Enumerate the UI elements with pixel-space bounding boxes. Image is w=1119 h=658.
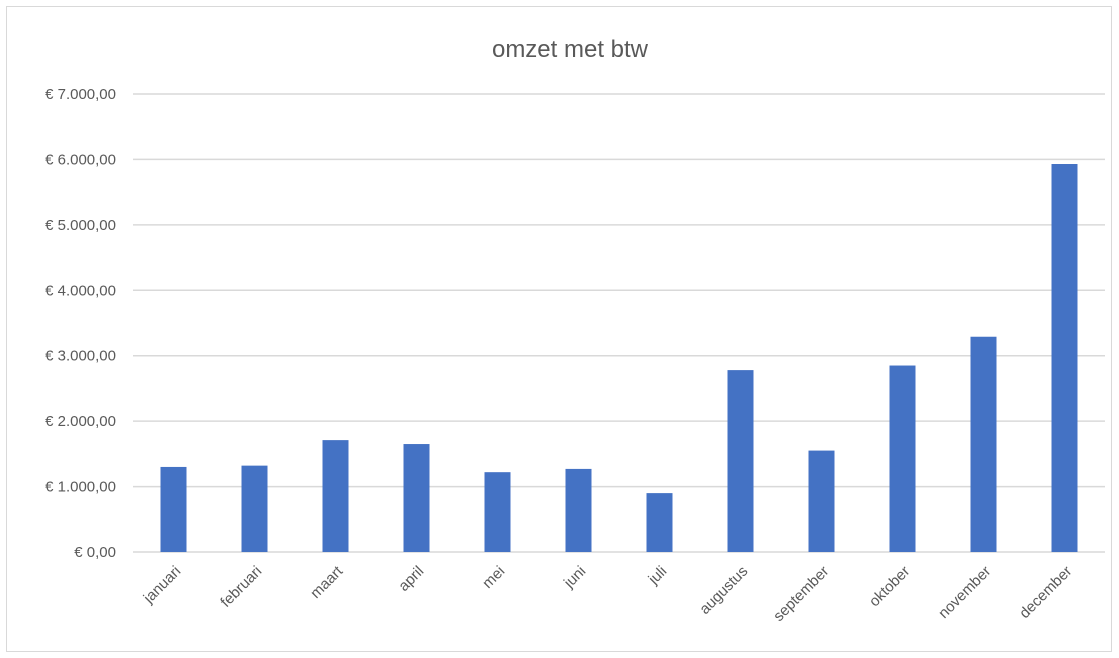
y-tick-label: € 2.000,00 — [45, 413, 116, 430]
bar-september — [808, 450, 835, 552]
y-tick-label: € 3.000,00 — [45, 348, 116, 365]
x-tick-label-april: april — [395, 563, 427, 595]
bar-januari — [160, 466, 187, 552]
bar-december — [1051, 164, 1078, 552]
chart-frame — [6, 6, 1112, 652]
x-tick-label-oktober: oktober — [866, 563, 913, 610]
bar-april — [403, 444, 430, 552]
x-tick-label-december: december — [1016, 563, 1075, 622]
x-tick-label-maart: maart — [307, 562, 347, 602]
bar-februari — [241, 465, 268, 552]
chart-title: omzet met btw — [492, 36, 649, 63]
x-tick-label-januari: januari — [140, 563, 185, 608]
x-tick-label-november: november — [935, 563, 994, 622]
y-tick-label: € 0,00 — [74, 544, 116, 561]
x-tick-label-mei: mei — [479, 563, 508, 592]
bar-mei — [484, 472, 511, 552]
bar-augustus — [727, 370, 754, 552]
bar-maart — [322, 440, 349, 552]
y-tick-label: € 4.000,00 — [45, 282, 116, 299]
x-tick-label-juni: juni — [560, 563, 589, 592]
bar-oktober — [889, 365, 916, 552]
x-tick-label-september: september — [770, 563, 832, 625]
x-tick-label-juli: juli — [645, 563, 671, 589]
bars — [160, 164, 1078, 552]
x-tick-label-februari: februari — [217, 563, 265, 611]
y-tick-label: € 5.000,00 — [45, 217, 116, 234]
bar-juli — [646, 493, 673, 552]
x-axis-tick-labels: januari februari maart april mei juni juli augu… — [140, 562, 1076, 625]
y-axis-tick-labels: € 0,00 € 1.000,00 € 2.000,00 € 3.000,00 € 4.… — [45, 86, 116, 561]
y-tick-label: € 7.000,00 — [45, 86, 116, 103]
x-tick-label-augustus: augustus — [696, 563, 751, 618]
bar-juni — [565, 468, 592, 552]
y-tick-label: € 1.000,00 — [45, 479, 116, 496]
gridlines — [133, 93, 1105, 553]
bar-november — [970, 336, 997, 552]
y-tick-label: € 6.000,00 — [45, 151, 116, 168]
